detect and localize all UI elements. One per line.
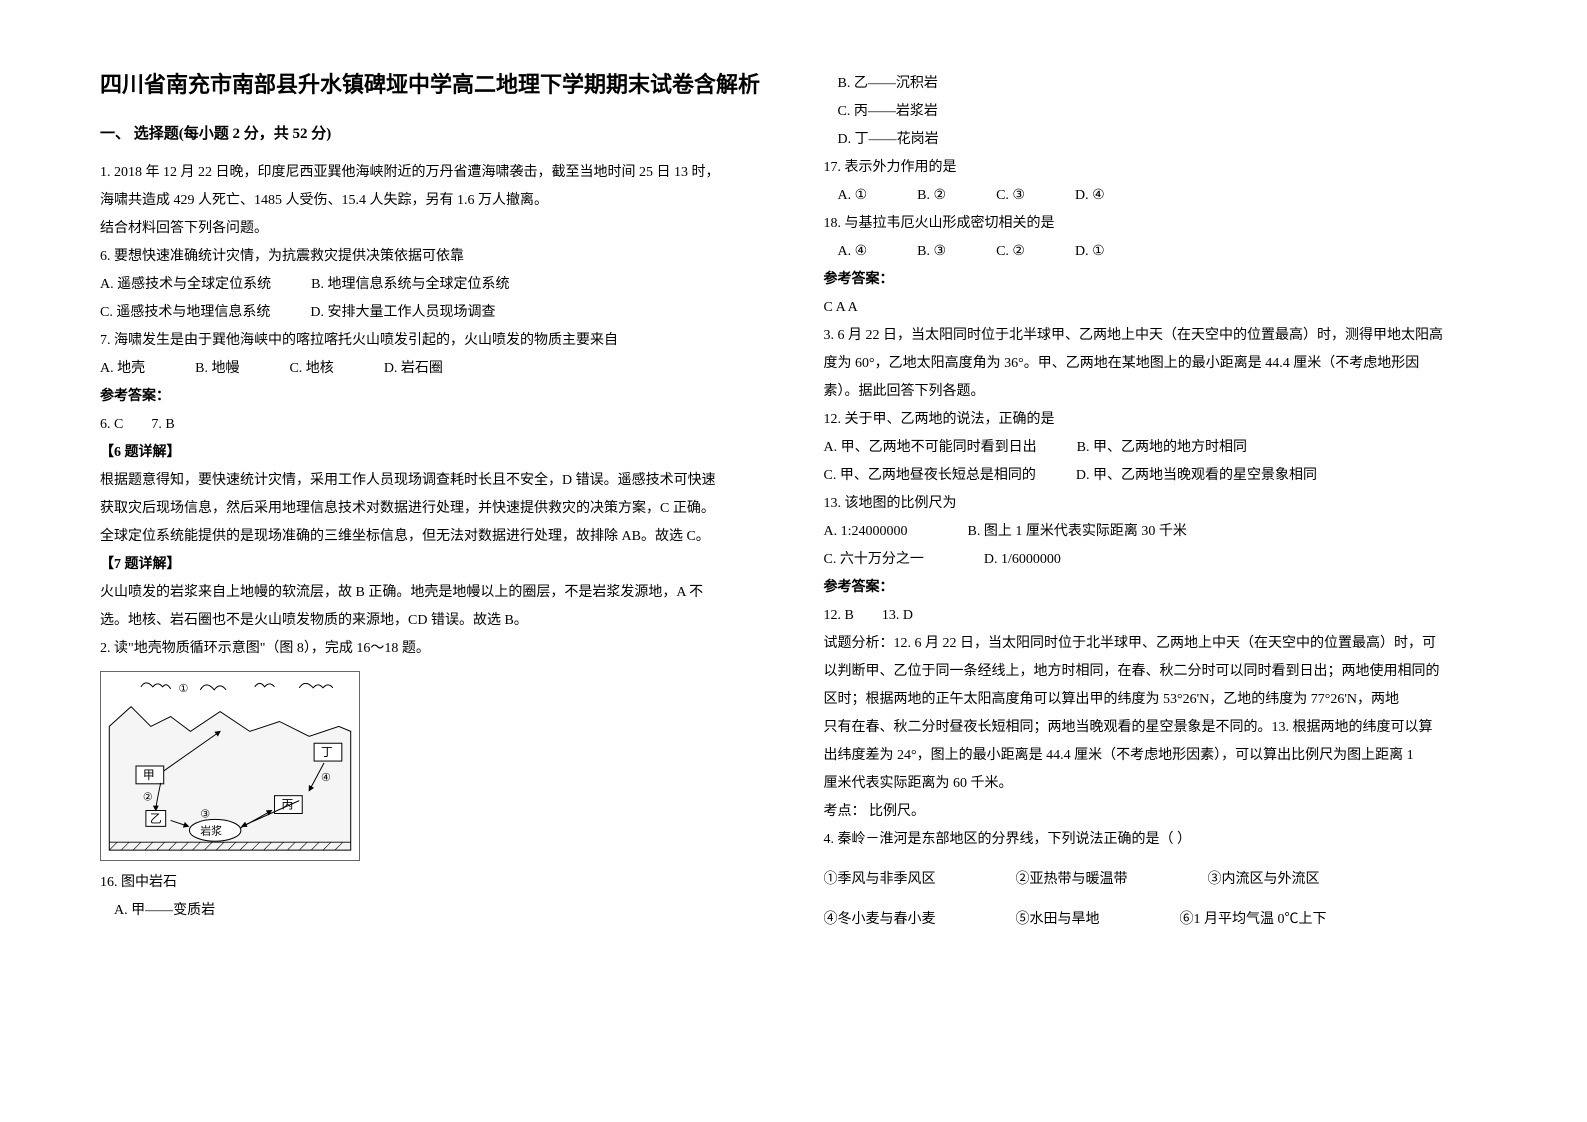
left-column: 四川省南充市南部县升水镇碑垭中学高二地理下学期期末试卷含解析 一、 选择题(每小… <box>100 70 764 934</box>
q18-option-b: B. ③ <box>917 238 946 266</box>
q12-option-c: C. 甲、乙两地昼夜长短总是相同的 <box>824 462 1036 490</box>
q4-opt5: ⑤水田与旱地 <box>1016 906 1100 934</box>
q16-option-c: C. 丙——岩浆岩 <box>824 98 1488 126</box>
q13-option-a: A. 1:24000000 <box>824 518 908 546</box>
q16-option-d: D. 丁——花岗岩 <box>824 126 1488 154</box>
q7-option-c: C. 地核 <box>289 355 333 383</box>
q1-answers: 6. C 7. B <box>100 411 764 439</box>
q3-analysis5: 出纬度差为 24°，图上的最小距离是 44.4 厘米（不考虑地形因素），可以算出… <box>824 742 1488 770</box>
q6-options-row2: C. 遥感技术与地理信息系统 D. 安排大量工作人员现场调查 <box>100 299 764 327</box>
q2-stem: 2. 读"地壳物质循环示意图"（图 8），完成 16～18 题。 <box>100 635 764 663</box>
q17-options: A. ① B. ② C. ③ D. ④ <box>824 182 1488 210</box>
q7-detail-p2: 选。地核、岩石圈也不是火山喷发物质的来源地，CD 错误。故选 B。 <box>100 607 764 635</box>
q3-answer-label: 参考答案： <box>824 574 1488 602</box>
q3-intro1: 3. 6 月 22 日，当太阳同时位于北半球甲、乙两地上中天（在天空中的位置最高… <box>824 322 1488 350</box>
q4-opt1: ①季风与非季风区 <box>824 866 936 894</box>
q17-option-a: A. ① <box>838 182 868 210</box>
q1-intro-line1: 1. 2018 年 12 月 22 日晚，印度尼西亚巽他海峡附近的万丹省遭海啸袭… <box>100 159 764 187</box>
q6-option-c: C. 遥感技术与地理信息系统 <box>100 299 270 327</box>
document-title: 四川省南充市南部县升水镇碑垭中学高二地理下学期期末试卷含解析 <box>100 70 764 101</box>
q13-option-c: C. 六十万分之一 <box>824 546 924 574</box>
q4-options-row2: ④冬小麦与春小麦 ⑤水田与旱地 ⑥1 月平均气温 0℃上下 <box>824 906 1488 934</box>
diagram-num1: ① <box>179 683 189 695</box>
q18-options: A. ④ B. ③ C. ② D. ① <box>824 238 1488 266</box>
q3-intro2: 度为 60°，乙地太阳高度角为 36°。甲、乙两地在某地图上的最小距离是 44.… <box>824 350 1488 378</box>
diagram-yi: 乙 <box>150 811 162 825</box>
q17-option-c: C. ③ <box>996 182 1025 210</box>
q6-option-a: A. 遥感技术与全球定位系统 <box>100 271 271 299</box>
diagram-num3: ③ <box>200 808 210 820</box>
q2-answer-label: 参考答案： <box>824 266 1488 294</box>
q18-stem: 18. 与基拉韦厄火山形成密切相关的是 <box>824 210 1488 238</box>
q4-opt2: ②亚热带与暖温带 <box>1016 866 1128 894</box>
diagram-ding: 丁 <box>321 745 333 759</box>
diagram-num4: ④ <box>321 772 331 784</box>
diagram-jia: 甲 <box>143 768 155 782</box>
q7-options: A. 地壳 B. 地幔 C. 地核 D. 岩石圈 <box>100 355 764 383</box>
rock-cycle-diagram: ① 甲 <box>100 671 360 861</box>
q17-option-d: D. ④ <box>1075 182 1105 210</box>
q4-options-row1: ①季风与非季风区 ②亚热带与暖温带 ③内流区与外流区 <box>824 866 1488 894</box>
q13-options-row2: C. 六十万分之一 D. 1/6000000 <box>824 546 1488 574</box>
q1-answer-label: 参考答案： <box>100 383 764 411</box>
q4-opt3: ③内流区与外流区 <box>1208 866 1320 894</box>
q4-stem: 4. 秦岭－淮河是东部地区的分界线，下列说法正确的是（ ） <box>824 826 1488 854</box>
q7-option-b: B. 地幔 <box>195 355 239 383</box>
q7-detail-label: 【7 题详解】 <box>100 551 764 579</box>
q1-intro-line3: 结合材料回答下列各问题。 <box>100 215 764 243</box>
q16-option-a: A. 甲——变质岩 <box>100 897 764 925</box>
q12-option-d: D. 甲、乙两地当晚观看的星空景象相同 <box>1076 462 1317 490</box>
q6-detail-p2: 获取灾后现场信息，然后采用地理信息技术对数据进行处理，并快速提供救灾的决策方案，… <box>100 495 764 523</box>
diagram-yanjiang: 岩浆 <box>200 823 222 837</box>
q6-detail-p3: 全球定位系统能提供的是现场准确的三维坐标信息，但无法对数据进行处理，故排除 AB… <box>100 523 764 551</box>
q7-option-d: D. 岩石圈 <box>384 355 443 383</box>
q13-option-b: B. 图上 1 厘米代表实际距离 30 千米 <box>968 518 1187 546</box>
diagram-num2: ② <box>143 791 153 803</box>
q12-stem: 12. 关于甲、乙两地的说法，正确的是 <box>824 406 1488 434</box>
q12-options-row1: A. 甲、乙两地不可能同时看到日出 B. 甲、乙两地的地方时相同 <box>824 434 1488 462</box>
q6-detail-p1: 根据题意得知，要快速统计灾情，采用工作人员现场调查耗时长且不安全，D 错误。遥感… <box>100 467 764 495</box>
q2-answers: C A A <box>824 294 1488 322</box>
q6-detail-label: 【6 题详解】 <box>100 439 764 467</box>
q13-stem: 13. 该地图的比例尺为 <box>824 490 1488 518</box>
q3-answers: 12. B 13. D <box>824 602 1488 630</box>
q17-stem: 17. 表示外力作用的是 <box>824 154 1488 182</box>
q12-option-a: A. 甲、乙两地不可能同时看到日出 <box>824 434 1037 462</box>
q6-options-row1: A. 遥感技术与全球定位系统 B. 地理信息系统与全球定位系统 <box>100 271 764 299</box>
q18-option-a: A. ④ <box>838 238 868 266</box>
q13-options-row1: A. 1:24000000 B. 图上 1 厘米代表实际距离 30 千米 <box>824 518 1488 546</box>
right-column: B. 乙——沉积岩 C. 丙——岩浆岩 D. 丁——花岗岩 17. 表示外力作用… <box>824 70 1488 934</box>
section-1-heading: 一、 选择题(每小题 2 分，共 52 分) <box>100 119 764 149</box>
q4-opt4: ④冬小麦与春小麦 <box>824 906 936 934</box>
q16-stem: 16. 图中岩石 <box>100 869 764 897</box>
q17-option-b: B. ② <box>917 182 946 210</box>
q3-analysis3: 区时；根据两地的正午太阳高度角可以算出甲的纬度为 53°26'N，乙地的纬度为 … <box>824 686 1488 714</box>
q4-opt6: ⑥1 月平均气温 0℃上下 <box>1180 906 1327 934</box>
q1-intro-line2: 海啸共造成 429 人死亡、1485 人受伤、15.4 人失踪，另有 1.6 万… <box>100 187 764 215</box>
q6-option-d: D. 安排大量工作人员现场调查 <box>310 299 495 327</box>
q7-option-a: A. 地壳 <box>100 355 145 383</box>
q7-stem: 7. 海啸发生是由于巽他海峡中的喀拉喀托火山喷发引起的，火山喷发的物质主要来自 <box>100 327 764 355</box>
q3-analysis2: 以判断甲、乙位于同一条经线上，地方时相同，在春、秋二分时可以同时看到日出；两地使… <box>824 658 1488 686</box>
q6-option-b: B. 地理信息系统与全球定位系统 <box>311 271 509 299</box>
q16-option-b: B. 乙——沉积岩 <box>824 70 1488 98</box>
q12-options-row2: C. 甲、乙两地昼夜长短总是相同的 D. 甲、乙两地当晚观看的星空景象相同 <box>824 462 1488 490</box>
q3-kaodian: 考点： 比例尺。 <box>824 798 1488 826</box>
q12-option-b: B. 甲、乙两地的地方时相同 <box>1077 434 1247 462</box>
q3-analysis4: 只有在春、秋二分时昼夜长短相同；两地当晚观看的星空景象是不同的。13. 根据两地… <box>824 714 1488 742</box>
q3-analysis6: 厘米代表实际距离为 60 千米。 <box>824 770 1488 798</box>
q18-option-c: C. ② <box>996 238 1025 266</box>
q3-analysis1: 试题分析：12. 6 月 22 日，当太阳同时位于北半球甲、乙两地上中天（在天空… <box>824 630 1488 658</box>
q18-option-d: D. ① <box>1075 238 1105 266</box>
q3-intro3: 素）。据此回答下列各题。 <box>824 378 1488 406</box>
q6-stem: 6. 要想快速准确统计灾情，为抗震救灾提供决策依据可依靠 <box>100 243 764 271</box>
q13-option-d: D. 1/6000000 <box>984 546 1061 574</box>
q7-detail-p1: 火山喷发的岩浆来自上地幔的软流层，故 B 正确。地壳是地幔以上的圈层，不是岩浆发… <box>100 579 764 607</box>
